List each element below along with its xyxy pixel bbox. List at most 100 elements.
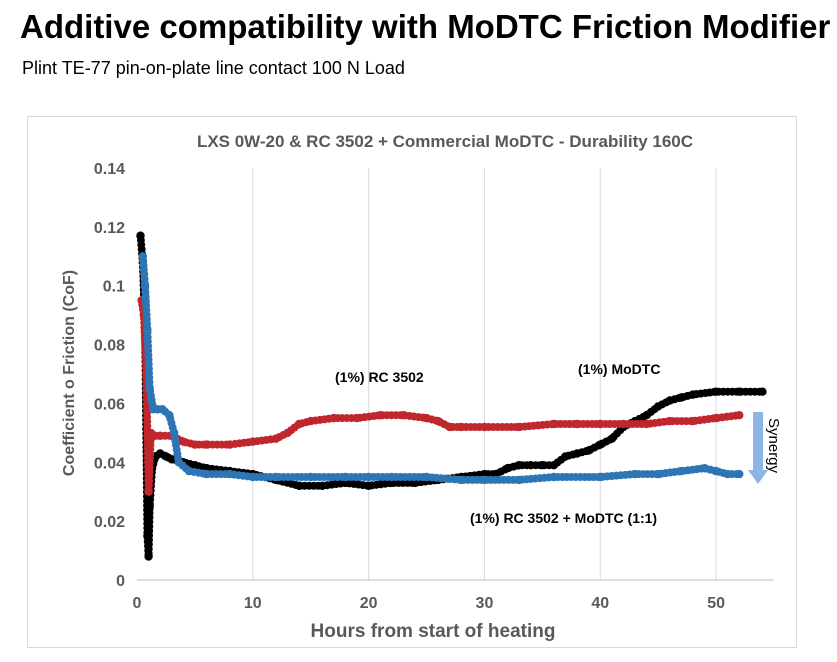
series-trace: [137, 296, 744, 496]
data-point: [138, 252, 147, 261]
data-point: [433, 416, 443, 426]
data-point: [758, 387, 767, 396]
series-1: [137, 296, 744, 496]
data-point: [549, 419, 559, 429]
y-tick-label: 0.02: [94, 514, 125, 531]
annotation-rc3502: (1%) RC 3502: [335, 369, 424, 385]
y-tick-label: 0.04: [94, 455, 125, 472]
y-tick-label: 0.14: [94, 161, 125, 178]
x-axis-label: Hours from start of heating: [311, 621, 556, 642]
data-point: [225, 440, 234, 449]
series-line: [139, 297, 742, 495]
series-trace: [136, 231, 767, 561]
data-point: [630, 469, 640, 479]
data-point: [248, 437, 257, 446]
data-point: [688, 416, 698, 426]
page-subtitle: Plint TE-77 pin-on-plate line contact 10…: [22, 58, 405, 78]
data-point: [515, 461, 524, 470]
data-point: [480, 475, 489, 485]
y-tick-label: 0.06: [94, 396, 125, 413]
data-point: [677, 393, 686, 402]
data-point: [376, 411, 385, 420]
data-point: [387, 478, 396, 488]
data-point: [341, 472, 350, 482]
data-point: [225, 469, 234, 479]
data-point: [271, 434, 281, 443]
data-point: [271, 472, 281, 482]
data-point: [174, 458, 183, 467]
data-point: [723, 469, 732, 479]
y-tick-label: 0: [116, 573, 125, 590]
data-point: [248, 472, 257, 482]
chart-title: LXS 0W-20 & RC 3502 + Commercial MoDTC -…: [197, 132, 693, 151]
data-point: [596, 440, 605, 449]
data-point: [399, 411, 408, 420]
data-point: [364, 481, 373, 490]
data-point: [654, 402, 663, 411]
data-point: [144, 552, 153, 561]
data-point: [711, 466, 721, 476]
y-tick-label: 0.1: [103, 279, 125, 296]
data-point: [294, 481, 304, 490]
data-point: [202, 469, 211, 479]
data-point: [158, 405, 167, 414]
data-point: [688, 390, 698, 399]
y-tick-label: 0.08: [94, 338, 125, 355]
data-point: [150, 431, 159, 440]
data-point: [283, 428, 292, 438]
data-point: [136, 231, 145, 240]
data-point: [642, 411, 651, 420]
data-point: [422, 472, 431, 482]
data-point: [352, 413, 362, 423]
data-point: [515, 475, 524, 485]
x-tick-label: 20: [360, 595, 378, 612]
data-point: [167, 455, 176, 464]
data-point: [364, 472, 373, 482]
synergy-arrow: [748, 412, 768, 484]
data-point: [144, 487, 153, 496]
data-point: [700, 464, 709, 473]
chart-frame: [27, 116, 797, 648]
data-point: [549, 472, 559, 482]
data-point: [596, 472, 605, 482]
data-point: [457, 422, 466, 432]
data-point: [515, 422, 524, 432]
data-point: [184, 466, 194, 476]
data-point: [735, 411, 744, 420]
data-point: [711, 387, 721, 396]
data-point: [190, 440, 200, 449]
data-point: [665, 396, 674, 405]
x-tick-label: 50: [707, 595, 725, 612]
data-point: [549, 461, 559, 470]
annotation-combo: (1%) RC 3502 + MoDTC (1:1): [470, 510, 657, 526]
data-point: [145, 502, 154, 511]
data-point: [503, 464, 512, 473]
data-point: [422, 413, 431, 423]
x-tick-label: 10: [244, 595, 262, 612]
data-point: [596, 419, 605, 429]
data-point: [711, 413, 721, 423]
data-point: [169, 428, 179, 438]
data-point: [619, 419, 628, 429]
grid-lines: [252, 168, 717, 580]
data-point: [526, 461, 535, 470]
data-point: [329, 413, 339, 423]
data-point: [140, 281, 150, 290]
data-point: [202, 440, 211, 449]
data-point: [190, 461, 200, 470]
data-point: [145, 384, 154, 393]
data-point: [607, 434, 617, 443]
data-point: [642, 419, 651, 429]
x-tick-label: 30: [476, 595, 494, 612]
data-point: [584, 446, 593, 455]
data-point: [457, 475, 466, 485]
data-point: [143, 531, 152, 541]
y-tick-label: 0.12: [94, 220, 125, 237]
data-point: [735, 387, 744, 396]
data-point: [538, 461, 547, 470]
data-point: [306, 416, 315, 426]
data-point: [143, 325, 152, 335]
series-0: [136, 231, 767, 561]
synergy-label: Synergy: [765, 418, 782, 474]
data-point: [179, 437, 188, 446]
